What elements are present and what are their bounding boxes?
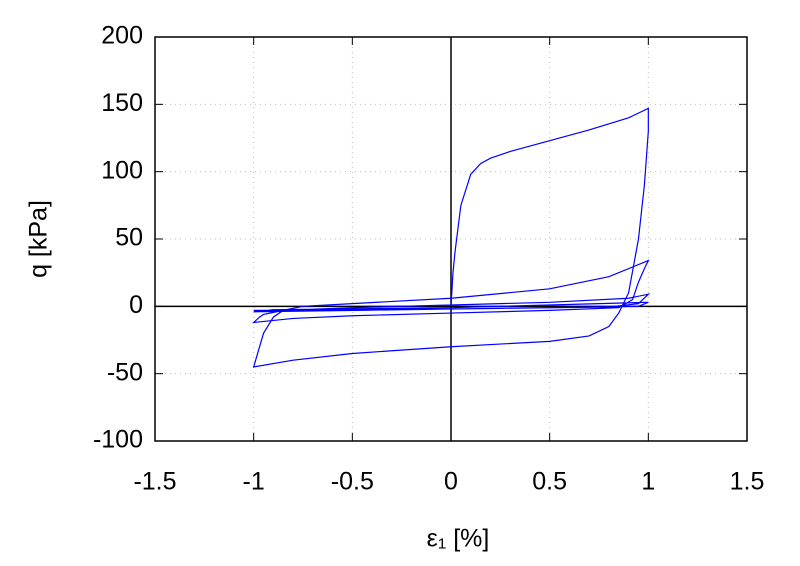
x-tick-label: -0.5	[331, 468, 374, 496]
y-tick-label: 200	[101, 22, 143, 50]
x-tick-label: 1	[641, 468, 655, 496]
y-tick-label: 150	[101, 89, 143, 117]
y-axis-label: q [kPa]	[25, 200, 53, 278]
x-tick-label: 0.5	[532, 468, 567, 496]
x-tick-label: 1.5	[730, 468, 765, 496]
x-tick-label: -1.5	[133, 468, 176, 496]
x-tick-label: 0	[444, 468, 458, 496]
y-tick-label: -50	[107, 358, 143, 386]
y-tick-label: 50	[115, 224, 143, 252]
y-tick-label: -100	[93, 426, 143, 454]
x-axis-label: ε₁ [%]	[427, 525, 490, 553]
y-tick-label: 0	[129, 291, 143, 319]
data-line	[251, 107, 651, 368]
y-tick-label: 100	[101, 156, 143, 184]
x-tick-label: -1	[243, 468, 265, 496]
plot-frame	[154, 36, 748, 442]
